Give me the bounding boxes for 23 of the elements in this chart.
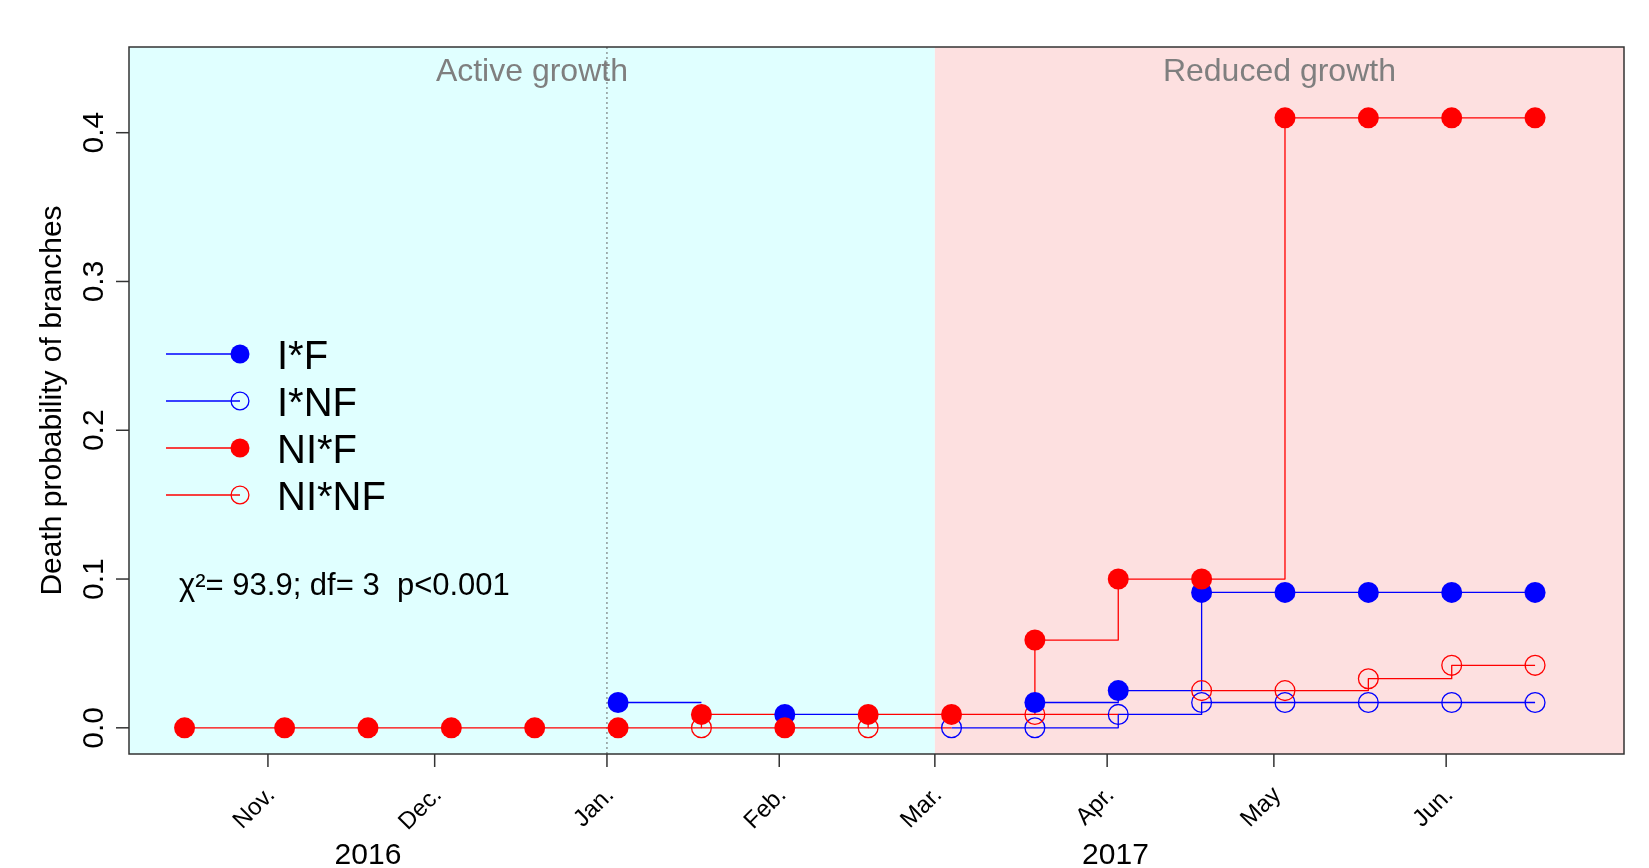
annotation: χ²= 93.9; df= 3 p<0.001 bbox=[179, 566, 510, 602]
text: 2016 bbox=[334, 837, 402, 868]
x-tick-label: May bbox=[1234, 780, 1286, 832]
y-tick-label: 0.1 bbox=[76, 558, 109, 600]
legend-label: I*F bbox=[277, 333, 329, 377]
legend-label: NI*F bbox=[277, 427, 357, 471]
x-tick-label: Dec. bbox=[392, 780, 447, 835]
y-tick-label: 0.4 bbox=[76, 111, 109, 154]
band-label: Reduced growth bbox=[1162, 52, 1396, 88]
x-tick-label: Jun. bbox=[1406, 780, 1458, 832]
x-tick-label: Apr. bbox=[1069, 780, 1119, 830]
band-label: Active growth bbox=[435, 52, 628, 88]
y-axis-title: Death probability of branches bbox=[34, 205, 67, 596]
y-tick-label: 0.0 bbox=[76, 706, 109, 749]
text: 2017 bbox=[1082, 837, 1149, 868]
legend-label: I*NF bbox=[277, 380, 357, 424]
x-tick-label: Jan. bbox=[567, 780, 619, 832]
y-tick-label: 0.2 bbox=[76, 409, 109, 452]
legend-label: NI*NF bbox=[277, 474, 386, 518]
x-tick-label: Nov. bbox=[226, 780, 280, 834]
x-tick-label: Feb. bbox=[737, 780, 791, 834]
y-tick-label: 0.3 bbox=[76, 260, 109, 303]
x-tick-label: Mar. bbox=[894, 780, 947, 833]
